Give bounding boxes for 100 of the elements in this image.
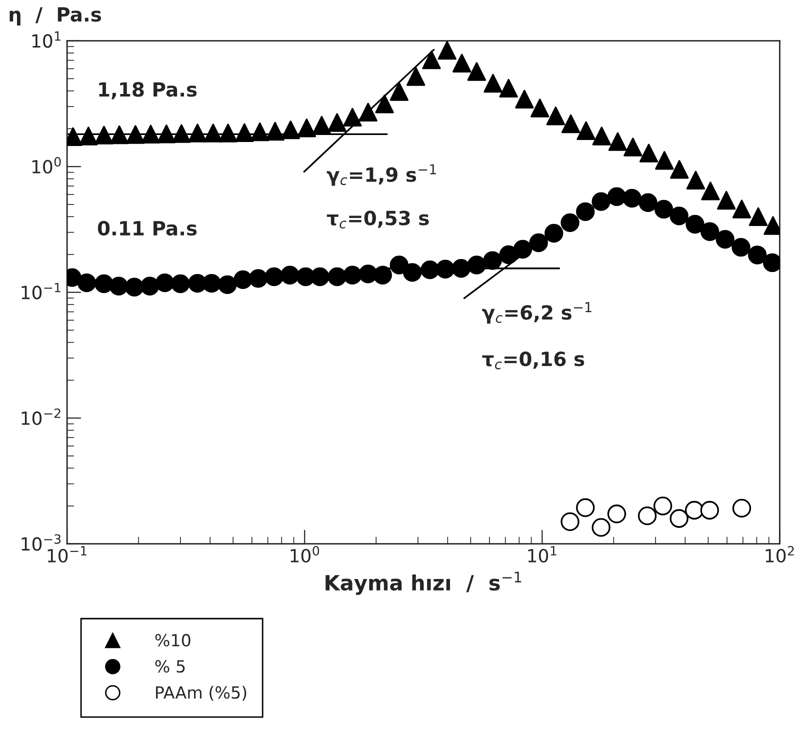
point: [544, 224, 564, 243]
point: [513, 240, 532, 259]
point: [77, 273, 96, 292]
point: [670, 206, 688, 226]
point: [171, 274, 190, 294]
point: [530, 98, 550, 118]
legend-label: PAAm (%5): [156, 686, 246, 701]
point: [297, 118, 316, 138]
legend-label: % 5: [155, 660, 185, 673]
point: [452, 54, 472, 72]
point: [452, 259, 470, 278]
y-tick-label: 10$^{1}$: [32, 31, 60, 48]
point: [156, 273, 174, 292]
point: [483, 251, 502, 270]
point: [529, 233, 548, 252]
x-tick-label: 10$^{0}$: [290, 546, 320, 563]
point: [701, 182, 720, 200]
point: [204, 124, 222, 142]
point: [638, 193, 658, 212]
legend-label: %10: [155, 634, 190, 647]
point: [467, 256, 486, 274]
annotation: γ$_{c}$=6,2 s$^{−1}$: [482, 302, 592, 324]
point: [732, 200, 752, 218]
point: [172, 124, 191, 143]
point: [125, 278, 144, 296]
x-axis-title: Kayma hızı / s$^{−1}$: [326, 572, 522, 595]
point: [343, 108, 362, 127]
point: [748, 246, 767, 264]
point: [390, 256, 408, 274]
point: [110, 125, 129, 144]
point: [654, 200, 674, 219]
point: [406, 67, 426, 86]
point: [280, 266, 300, 284]
point: [94, 274, 114, 294]
point: [686, 214, 704, 234]
y-axis-title: η / Pa.s: [10, 7, 102, 26]
point: [126, 125, 145, 144]
point: [343, 266, 362, 284]
y-tick-label: 10$^{−1}$: [22, 282, 60, 300]
point: [592, 192, 610, 211]
x-tick-label: 10$^{1}$: [528, 546, 556, 563]
x-tick-label: 10$^{−1}$: [48, 546, 86, 563]
point: [576, 202, 595, 222]
point: [639, 144, 658, 162]
point: [624, 138, 642, 156]
point: [235, 123, 254, 142]
point: [248, 269, 268, 288]
point: [499, 245, 518, 264]
point: [310, 267, 330, 286]
point: [264, 267, 284, 286]
point: [266, 122, 284, 141]
point: [546, 106, 566, 126]
point: [670, 160, 689, 179]
point: [422, 50, 441, 70]
point: [358, 102, 378, 122]
point: [560, 213, 580, 232]
point: [312, 116, 332, 135]
point: [436, 260, 455, 278]
point: [141, 124, 160, 144]
point: [157, 124, 176, 144]
point: [484, 74, 502, 93]
point: [716, 190, 736, 210]
annotation: 1,18 Pa.s: [99, 82, 197, 100]
point: [608, 132, 628, 151]
point: [748, 207, 768, 226]
annotation: τ$_{c}$=0,16 s: [482, 352, 584, 370]
point: [607, 187, 626, 206]
point: [655, 151, 674, 170]
y-tick-label: 10$^{0}$: [32, 157, 61, 174]
y-tick-label: 10$^{−2}$: [22, 408, 60, 426]
x-tick-label: 10$^{2}$: [766, 546, 794, 563]
point: [716, 230, 734, 249]
point: [390, 82, 408, 101]
point: [140, 276, 160, 296]
point: [109, 276, 128, 296]
point: [328, 267, 346, 286]
point: [420, 260, 440, 280]
point: [438, 41, 456, 60]
point: [79, 126, 98, 146]
point: [515, 90, 534, 108]
point: [467, 62, 486, 81]
point: [218, 275, 237, 294]
annotation: τ$_{c}$=0,53 s: [326, 210, 429, 228]
point: [576, 121, 596, 140]
point: [375, 94, 394, 114]
point: [250, 122, 270, 142]
point: [328, 113, 346, 132]
point: [234, 270, 252, 290]
point: [373, 266, 392, 284]
annotation: γ$_{c}$=1,9 s$^{−1}$: [326, 164, 436, 186]
point: [622, 188, 642, 208]
point: [499, 78, 518, 98]
point: [592, 126, 611, 146]
point: [561, 114, 580, 134]
point: [281, 120, 300, 140]
point: [218, 124, 238, 142]
point: [686, 170, 706, 190]
point: [700, 222, 720, 241]
point: [732, 238, 750, 257]
annotation: 0.11 Pa.s: [98, 220, 197, 236]
